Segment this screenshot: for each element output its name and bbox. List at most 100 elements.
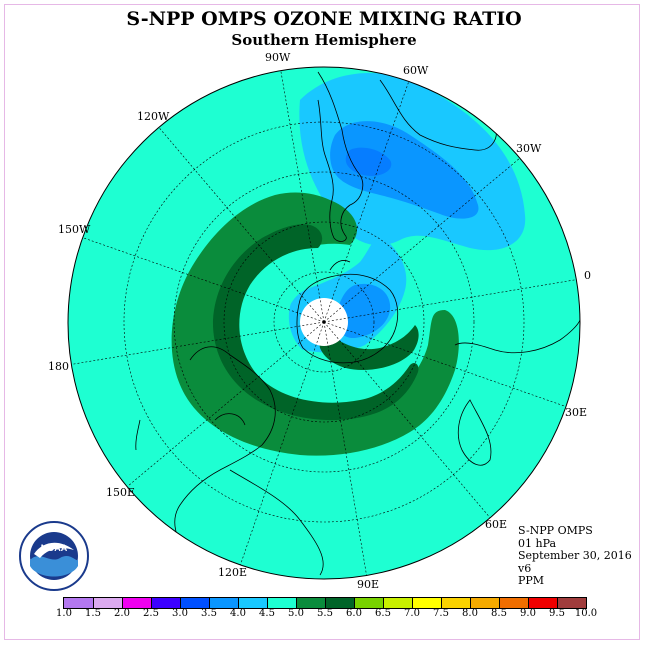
lon-label-150e: 150E [106, 486, 135, 499]
colorbar-segment [499, 598, 528, 608]
colorbar-segment [209, 598, 238, 608]
date-label: September 30, 2016 [518, 549, 632, 562]
colorbar-tick-label: 5.5 [317, 608, 333, 619]
indonesia-coast [229, 469, 324, 576]
australia-nz-coast [135, 346, 276, 556]
antarctica-coast [296, 273, 399, 364]
lat-circle-80s [273, 271, 375, 373]
page-subtitle: Southern Hemisphere [231, 31, 417, 49]
meridian-120e [239, 321, 325, 567]
colorbar-tick-label: 5.0 [288, 608, 304, 619]
lon-label-90e: 90E [357, 578, 379, 591]
colorbar-tick-label: 3.0 [172, 608, 188, 619]
colorbar-tick-label: 6.5 [375, 608, 391, 619]
colorbar-tick-label: 4.5 [259, 608, 275, 619]
colorbar-tick-label: 8.5 [491, 608, 507, 619]
meridian-150w [77, 235, 325, 323]
lat-circle-60s [173, 171, 475, 473]
colorbar-tick-label: 6.0 [346, 608, 362, 619]
longitude-labels: 90W 60W 30W 0 30E 60E 90E 120E 150E 180 … [48, 51, 591, 591]
colorbar-tick-label: 10.0 [574, 608, 598, 619]
logo-text: NOAA [41, 543, 68, 553]
ozone-inner-ring [275, 264, 340, 352]
version-label: v6 [518, 561, 532, 575]
meridian-30w [323, 157, 521, 323]
page-title: S-NPP OMPS OZONE MIXING RATIO [126, 8, 522, 30]
ozone-5-5-band-east [319, 325, 419, 370]
colorbar-segment [528, 598, 557, 608]
meridian-120w [155, 123, 325, 323]
colorbar-segment [238, 598, 267, 608]
lon-label-30e: 30E [565, 406, 587, 419]
colorbar-segment [325, 598, 354, 608]
ozone-5-5-band [212, 224, 419, 421]
lon-label-150w: 150W [58, 223, 91, 236]
pressure-level-label: 01 hPa [518, 536, 557, 550]
colorbar-tick-label: 7.0 [404, 608, 420, 619]
lon-label-60w: 60W [403, 64, 429, 77]
lon-label-30w: 30W [516, 142, 542, 155]
units-label: PPM [518, 574, 545, 587]
africa-coast [454, 319, 580, 466]
ozone-core-shade [345, 147, 392, 176]
meridian-30e [323, 321, 571, 409]
colorbar-tick-label: 1.0 [56, 608, 72, 619]
colorbar-segment [296, 598, 325, 608]
instrument-label: S-NPP OMPS [518, 524, 593, 537]
colorbar-tick-label: 9.0 [520, 608, 536, 619]
colorbar-tick-label: 2.5 [143, 608, 159, 619]
colorbar-tick-label: 2.0 [114, 608, 130, 619]
map-boundary [67, 66, 581, 580]
ozone-3-5-patch-atlantic [330, 121, 479, 219]
colorbar-tick-label: 9.5 [549, 608, 565, 619]
colorbar-segment [383, 598, 412, 608]
colorbar-segment [354, 598, 383, 608]
colorbar-segment [557, 598, 586, 608]
lon-label-180: 180 [48, 360, 69, 373]
south-pole-marker [322, 320, 326, 324]
meridian-60w [323, 77, 411, 323]
colorbar-segment [151, 598, 180, 608]
lon-label-120w: 120W [137, 110, 170, 123]
colorbar-tick-label: 8.0 [462, 608, 478, 619]
metadata-block: S-NPP OMPS 01 hPa September 30, 2016 v6 … [518, 524, 632, 588]
plot-frame [4, 4, 640, 640]
colorbar-tick-label: 1.5 [85, 608, 101, 619]
colorbar-segment [93, 598, 122, 608]
meridian-60e [323, 321, 493, 521]
colorbar-tick-label: 3.5 [201, 608, 217, 619]
noaa-logo: NOAA [19, 521, 89, 591]
colorbar-segment [412, 598, 441, 608]
colorbar-segment [470, 598, 499, 608]
colorbar-tick-label: 4.0 [230, 608, 246, 619]
meridian-0 [323, 278, 580, 323]
meridian-150e [127, 321, 325, 487]
logo-wave [30, 556, 78, 577]
south-america-coast [317, 71, 364, 242]
lon-label-90w: 90W [265, 51, 291, 64]
colorbar-tick-label: 7.5 [433, 608, 449, 619]
map-field [68, 67, 580, 579]
coastlines [135, 71, 580, 576]
antarctic-peninsula [329, 260, 351, 271]
ozone-3-5-pole-patch [335, 283, 391, 339]
lon-label-120e: 120E [218, 566, 247, 579]
colorbar [63, 597, 587, 609]
meridian-90w [279, 67, 325, 323]
lat-circle-70s [223, 221, 425, 423]
lon-label-60e: 60E [485, 518, 507, 531]
colorbar-segment [267, 598, 296, 608]
graticule [68, 67, 580, 579]
lon-label-0: 0 [584, 269, 591, 282]
colorbar-segment [64, 598, 93, 608]
colorbar-segment [441, 598, 470, 608]
meridian-90e [323, 321, 368, 579]
logo-bird [34, 542, 74, 558]
colorbar-segment [122, 598, 151, 608]
colorbar-labels: 1.0 1.5 2.0 2.5 3.0 3.5 4.0 4.5 5.0 5.5 6.0 6.5 7.0 7… [0, 608, 648, 622]
colorbar-segment [180, 598, 209, 608]
meridian-180 [68, 321, 325, 366]
lat-circle-50s [123, 121, 525, 523]
